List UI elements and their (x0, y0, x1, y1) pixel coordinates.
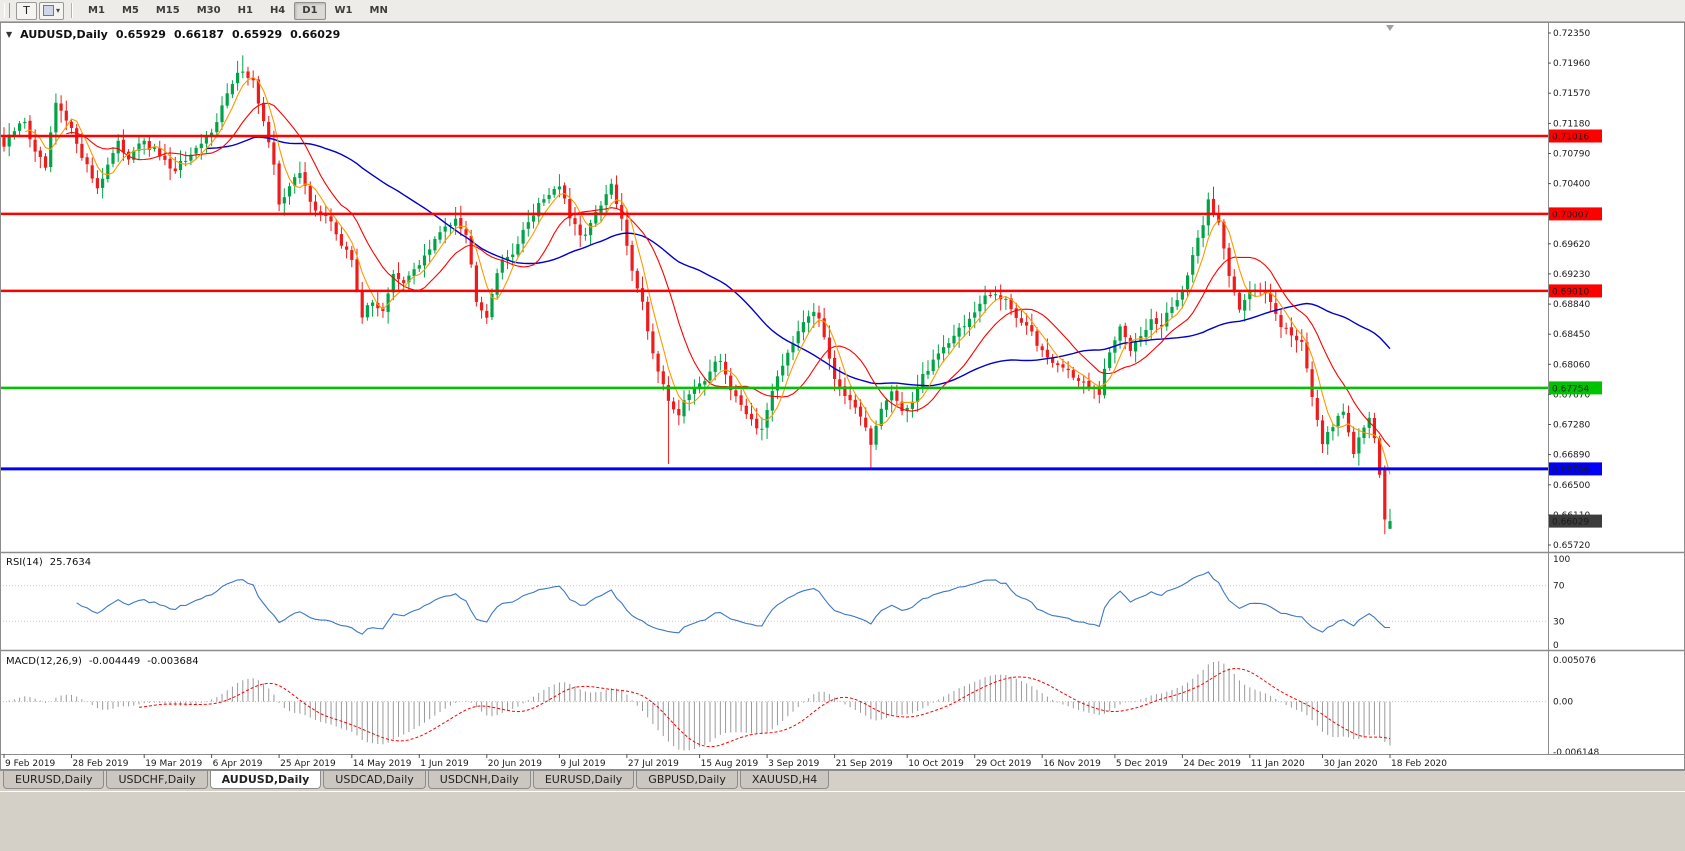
time-axis[interactable]: 9 Feb 2019 28 Feb 2019 19 Mar 2019 6 Apr 20… (0, 754, 1685, 769)
timeframe-button-m15[interactable]: M15 (148, 2, 188, 20)
price-tick: 0.72350 (1553, 29, 1590, 39)
date-label: 9 Jul 2019 (560, 759, 605, 769)
date-label: 29 Oct 2019 (976, 759, 1032, 769)
svg-text:0.66029: 0.66029 (1552, 518, 1589, 528)
date-label: 9 Feb 2019 (5, 759, 56, 769)
price-tick: 0.71960 (1553, 59, 1590, 69)
rsi-tick: 0 (1553, 641, 1559, 651)
price-tick: 0.70790 (1553, 150, 1590, 160)
toolbar-grip[interactable] (4, 3, 10, 18)
price-tick: 0.71570 (1553, 89, 1590, 99)
chart-tab-usdchf-daily[interactable]: USDCHF,Daily (106, 771, 208, 789)
chart-tabbar: EURUSD,Daily USDCHF,Daily AUDUSD,Daily USDC… (0, 770, 1685, 791)
timeframe-button-h1[interactable]: H1 (230, 2, 261, 20)
date-label: 16 Nov 2019 (1043, 759, 1101, 769)
chart-tab-usdcnh-daily[interactable]: USDCNH,Daily (427, 771, 531, 789)
rsi-tick: 70 (1553, 582, 1565, 592)
date-label: 3 Sep 2019 (768, 759, 820, 769)
chart-tab-eurusd-daily[interactable]: EURUSD,Daily (532, 771, 635, 789)
chart-canvas[interactable]: 0.72350 0.71960 0.71570 0.71180 0.70790 0.704… (0, 22, 1685, 770)
date-label: 15 Aug 2019 (701, 759, 759, 769)
svg-text:0.69010: 0.69010 (1552, 287, 1589, 297)
date-label: 27 Jul 2019 (628, 759, 679, 769)
ma-40-line (206, 136, 1391, 387)
price-tick: 0.67670 (1553, 390, 1590, 400)
status-bar (0, 791, 1685, 851)
one-click-trading-toggle[interactable]: ▼ (6, 30, 13, 39)
price-badge-0.69010 (1549, 284, 1602, 298)
rsi-tick: 30 (1553, 617, 1565, 627)
timeframe-button-m30[interactable]: M30 (189, 2, 229, 20)
price-badges: 0.71016 0.70007 0.69010 0.67754 0.66706 0.660… (1549, 129, 1602, 528)
date-label: 24 Dec 2019 (1183, 759, 1241, 769)
price-tick: 0.68840 (1553, 300, 1590, 310)
date-label: 1 Jun 2019 (420, 759, 469, 769)
price-tick: 0.70400 (1553, 180, 1590, 190)
date-label: 6 Apr 2019 (213, 759, 263, 769)
toolbar-separator (71, 3, 74, 18)
price-badge-0.66029 (1549, 514, 1602, 528)
top-toolbar: T ▾ M1 M5 M15 M30 H1 H4 D1 W1 MN (0, 0, 1685, 22)
timeframe-button-h4[interactable]: H4 (262, 2, 293, 20)
price-badge-0.66706 (1549, 462, 1602, 476)
date-label: 11 Jan 2020 (1251, 759, 1305, 769)
date-label: 21 Sep 2019 (836, 759, 893, 769)
macd-tick: -0.006148 (1553, 748, 1599, 758)
timeframe-button-m1[interactable]: M1 (80, 2, 113, 20)
price-tick: 0.71180 (1553, 119, 1590, 129)
rsi-line (76, 571, 1391, 635)
chevron-down-icon: ▾ (56, 6, 61, 15)
chart-tab-eurusd-daily[interactable]: EURUSD,Daily (3, 771, 105, 789)
svg-text:0.70007: 0.70007 (1552, 210, 1589, 220)
chart-tab-audusd-daily[interactable]: AUDUSD,Daily (209, 771, 322, 789)
chart-window-border (0, 22, 1685, 770)
date-label: 5 Dec 2019 (1116, 759, 1168, 769)
svg-text:0.67754: 0.67754 (1552, 384, 1589, 394)
chart-tab-usdcad-daily[interactable]: USDCAD,Daily (323, 771, 426, 789)
macd-signal-line (138, 667, 1391, 748)
chart-shift-marker (1386, 25, 1394, 31)
price-tick: 0.67280 (1553, 421, 1590, 431)
svg-text:0.66706: 0.66706 (1552, 465, 1589, 475)
date-label: 30 Jan 2020 (1324, 759, 1378, 769)
timeframe-toolbar: M1 M5 M15 M30 H1 H4 D1 W1 MN (80, 1, 396, 20)
date-label: 25 Apr 2019 (280, 759, 336, 769)
macd-panel (0, 661, 1548, 751)
pointer-tool-icon (43, 5, 54, 16)
price-badge-0.71016 (1549, 129, 1602, 143)
price-badge-0.67754 (1549, 381, 1602, 395)
chart-window: 0.72350 0.71960 0.71570 0.71180 0.70790 0.704… (0, 22, 1685, 770)
rsi-panel (0, 571, 1548, 635)
svg-text:0.71016: 0.71016 (1552, 133, 1589, 143)
chart-tab-xauusd-h4[interactable]: XAUUSD,H4 (739, 771, 830, 789)
price-tick: 0.69230 (1553, 270, 1590, 280)
date-label: 28 Feb 2019 (73, 759, 129, 769)
price-tick: 0.66890 (1553, 451, 1590, 461)
date-label: 10 Oct 2019 (908, 759, 964, 769)
chart-tab-gbpusd-daily[interactable]: GBPUSD,Daily (636, 771, 738, 789)
timeframe-button-d1[interactable]: D1 (294, 1, 326, 20)
price-tick: 0.69620 (1553, 240, 1590, 250)
macd-tick: 0.005076 (1553, 656, 1596, 666)
date-label: 20 Jun 2019 (488, 759, 542, 769)
date-label: 19 Mar 2019 (145, 759, 202, 769)
price-badge-0.70007 (1549, 207, 1602, 221)
timeframe-button-mn[interactable]: MN (362, 2, 396, 20)
price-tick: 0.65720 (1553, 541, 1590, 551)
timeframe-button-m5[interactable]: M5 (114, 2, 147, 20)
date-label: 18 Feb 2020 (1391, 759, 1447, 769)
macd-tick: 0.00 (1553, 698, 1573, 708)
toolbar-dropdown-button[interactable]: ▾ (39, 1, 65, 20)
date-label: 14 May 2019 (353, 759, 412, 769)
timeframe-button-w1[interactable]: W1 (327, 2, 361, 20)
price-tick: 0.66500 (1553, 481, 1590, 491)
rsi-tick: 100 (1553, 555, 1570, 565)
candles-layer (2, 55, 1392, 535)
price-tick: 0.68060 (1553, 360, 1590, 370)
toolbar-button-t[interactable]: T (16, 1, 37, 20)
price-levels-layer (0, 134, 1548, 471)
ma-13-line (66, 102, 1391, 448)
price-tick: 0.68450 (1553, 330, 1590, 340)
